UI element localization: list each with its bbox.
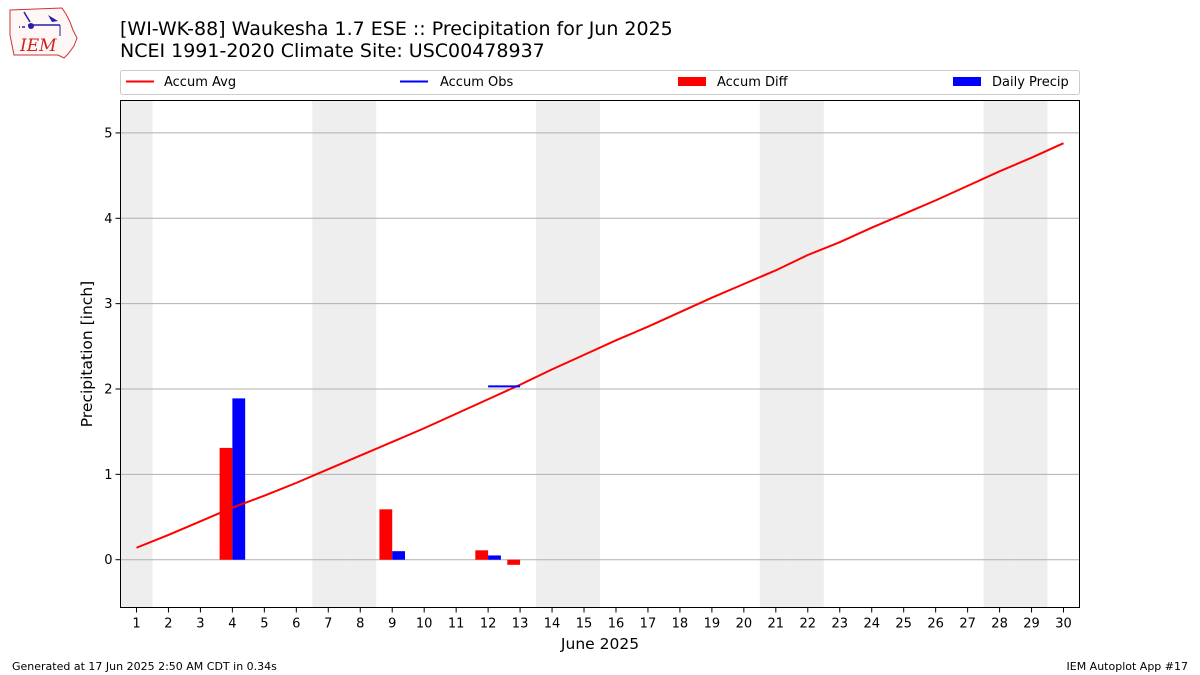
x-tick-label-15: 15 bbox=[576, 617, 593, 632]
x-tick-label-3: 3 bbox=[196, 617, 204, 632]
accum-diff-bar-day-4 bbox=[219, 447, 233, 560]
x-tick-label-11: 11 bbox=[448, 617, 465, 632]
legend-accum-diff-swatch bbox=[678, 77, 706, 86]
chart-title: [WI-WK-88] Waukesha 1.7 ESE :: Precipita… bbox=[120, 18, 673, 40]
weekend-band-day-14 bbox=[536, 100, 569, 608]
x-tick-label-6: 6 bbox=[292, 617, 300, 632]
daily-precip-bar-day-12 bbox=[488, 555, 501, 560]
x-tick-label-27: 27 bbox=[959, 617, 976, 632]
x-tick-label-26: 26 bbox=[927, 617, 944, 632]
footer-app: IEM Autoplot App #17 bbox=[1067, 660, 1189, 673]
weekend-band-day-1 bbox=[120, 100, 153, 608]
x-tick-label-18: 18 bbox=[672, 617, 689, 632]
legend-accum-diff-label: Accum Diff bbox=[717, 75, 789, 90]
x-axis: 1 2 3 4 5 6 7 8 9 10 11 12 13 14 15 16 17 18 19 20 21 22 23 24 2… bbox=[132, 607, 1072, 632]
x-tick-label-29: 29 bbox=[1023, 617, 1040, 632]
grid-lines bbox=[120, 132, 1080, 561]
x-tick-label-14: 14 bbox=[544, 617, 561, 632]
plot-frame bbox=[120, 100, 1080, 608]
weekend-band-day-22 bbox=[791, 100, 824, 608]
x-tick-label-23: 23 bbox=[831, 617, 848, 632]
iem-logo: IEM bbox=[9, 7, 78, 59]
accum-diff-bar-day-9 bbox=[379, 509, 393, 560]
daily-precip-bar-day-4 bbox=[232, 398, 246, 560]
x-tick-label-8: 8 bbox=[356, 617, 364, 632]
x-tick-label-5: 5 bbox=[260, 617, 268, 632]
x-tick-label-28: 28 bbox=[991, 617, 1008, 632]
footer-generated: Generated at 17 Jun 2025 2:50 AM CDT in … bbox=[12, 660, 277, 673]
weekend-band-day-29 bbox=[1015, 100, 1048, 608]
legend-accum-obs-label: Accum Obs bbox=[440, 75, 513, 90]
x-axis-label: June 2025 bbox=[560, 635, 639, 653]
x-tick-label-13: 13 bbox=[512, 617, 529, 632]
y-axis-label: Precipitation [inch] bbox=[78, 281, 96, 427]
weekend-band-day-21 bbox=[759, 100, 792, 608]
x-tick-label-22: 22 bbox=[800, 617, 817, 632]
accum-diff-bar-day-12 bbox=[475, 550, 489, 560]
accum-diff-bar-day-13 bbox=[507, 559, 521, 565]
logo-text: IEM bbox=[19, 36, 57, 56]
y-tick-label-1: 1 bbox=[104, 468, 112, 483]
daily-precip-bar-day-9 bbox=[392, 551, 406, 560]
x-tick-label-30: 30 bbox=[1055, 617, 1072, 632]
chart-subtitle: NCEI 1991-2020 Climate Site: USC00478937 bbox=[120, 40, 545, 62]
legend-daily-precip-label: Daily Precip bbox=[992, 75, 1069, 90]
legend: Accum Avg Accum Obs Accum Diff Daily Precip bbox=[120, 70, 1080, 95]
weekend-bands bbox=[120, 100, 1048, 608]
x-tick-label-2: 2 bbox=[164, 617, 172, 632]
weekend-band-day-7 bbox=[312, 100, 345, 608]
x-tick-label-7: 7 bbox=[324, 617, 332, 632]
legend-daily-precip-swatch bbox=[953, 77, 981, 86]
x-tick-label-17: 17 bbox=[640, 617, 657, 632]
x-tick-label-1: 1 bbox=[132, 617, 140, 632]
y-tick-label-3: 3 bbox=[104, 297, 112, 312]
x-tick-label-10: 10 bbox=[416, 617, 433, 632]
x-tick-label-4: 4 bbox=[228, 617, 236, 632]
x-tick-label-20: 20 bbox=[736, 617, 753, 632]
x-tick-label-9: 9 bbox=[388, 617, 396, 632]
legend-box bbox=[120, 70, 1080, 95]
y-axis: 0 1 2 3 4 5 bbox=[104, 126, 121, 568]
bars bbox=[219, 398, 521, 565]
y-tick-label-5: 5 bbox=[104, 126, 112, 141]
y-tick-label-0: 0 bbox=[104, 553, 112, 568]
y-tick-label-2: 2 bbox=[104, 382, 112, 397]
x-tick-label-25: 25 bbox=[895, 617, 912, 632]
accum-avg-line bbox=[136, 142, 1064, 549]
x-tick-label-19: 19 bbox=[704, 617, 721, 632]
x-tick-label-12: 12 bbox=[480, 617, 497, 632]
lines bbox=[136, 142, 1064, 549]
weekend-band-day-8 bbox=[344, 100, 377, 608]
weekend-band-day-28 bbox=[983, 100, 1016, 608]
x-tick-label-16: 16 bbox=[608, 617, 625, 632]
x-tick-label-24: 24 bbox=[863, 617, 880, 632]
legend-accum-avg-label: Accum Avg bbox=[164, 75, 236, 90]
x-tick-label-21: 21 bbox=[768, 617, 785, 632]
y-tick-label-4: 4 bbox=[104, 212, 112, 227]
